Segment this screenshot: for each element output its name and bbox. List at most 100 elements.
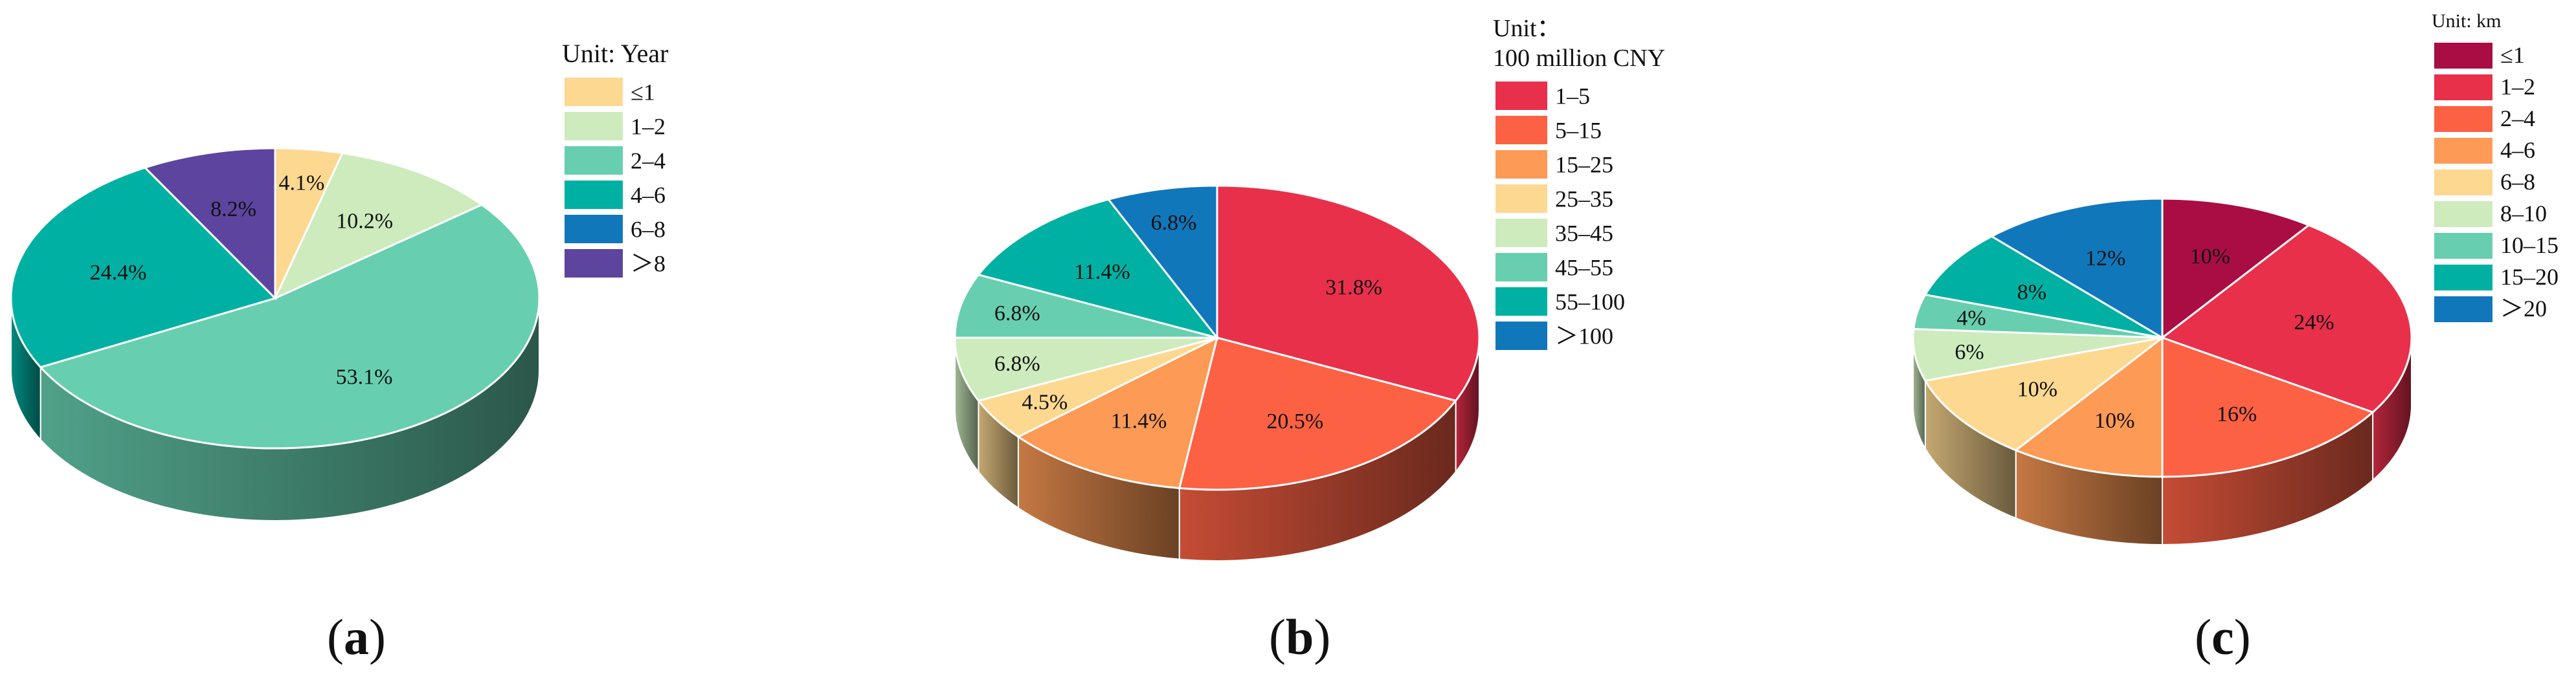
legend-swatch-0 [2434, 43, 2492, 69]
legend-label-5: ＞8 [631, 250, 666, 276]
pie-slice-5 [143, 147, 276, 301]
pie-data-labels: 10% 24% 16% 10% 10% 6% 4% 8% 12% [1954, 245, 2334, 433]
legend-swatch-2 [2434, 106, 2492, 132]
pie-slice-1 [273, 152, 484, 301]
data-label-7: 6.8% [1151, 211, 1197, 235]
pie-slice-4 [1923, 336, 2163, 452]
pie-slice-2 [1016, 336, 1219, 490]
legend-label-3: 4–6 [631, 182, 666, 208]
pie-slice-2 [38, 203, 541, 450]
legend-label-5: 45–55 [1555, 254, 1613, 280]
legend-title: Unit： [1493, 15, 1562, 42]
pie-slice-4 [954, 336, 1218, 402]
legend-label-6: 55–100 [1555, 289, 1625, 314]
legend-label-7: ＞100 [1555, 323, 1613, 349]
pie-data-labels: 31.8% 20.5% 11.4% 4.5% 6.8% 6.8% 11.4% 6.8% [994, 211, 1382, 433]
data-label-5: 6.8% [994, 301, 1040, 325]
legend-swatch-2 [565, 146, 623, 175]
pie-slice-5 [954, 273, 1218, 339]
data-label-3: 10% [2094, 409, 2134, 433]
legend-label-1: 5–15 [1555, 117, 1602, 143]
data-label-7: 8% [2017, 281, 2046, 305]
legend-label-3: 25–35 [1555, 186, 1613, 212]
legend-label-2: 2–4 [2500, 105, 2535, 131]
data-label-4: 10% [2017, 377, 2057, 401]
data-label-0: 10% [2190, 245, 2230, 268]
legend-title: 100 million CNY [1493, 45, 1665, 72]
legend-swatch-4 [1495, 219, 1547, 247]
data-label-0: 31.8% [1325, 276, 1382, 300]
legend-label-0: ≤1 [631, 79, 655, 105]
legend-swatch-3 [2434, 138, 2492, 164]
legend-swatch-1 [2434, 74, 2492, 100]
legend-swatch-3 [565, 180, 623, 209]
legend-swatch-5 [2434, 201, 2492, 227]
legend-swatch-6 [1495, 287, 1547, 316]
legend-swatch-8 [2434, 296, 2492, 322]
legend-swatch-4 [2434, 170, 2492, 195]
legend-label-1: 1–2 [631, 113, 666, 139]
legend-label-8: ＞20 [2500, 296, 2547, 322]
pie-slice-3 [2013, 335, 2164, 478]
legend-swatch-7 [1495, 322, 1547, 350]
pie-top [1912, 197, 2413, 478]
legend-swatch-1 [565, 112, 623, 140]
legend: Unit: Year ≤1 1–2 2–4 4–6 6–8 ＞8 [562, 39, 668, 278]
data-label-1: 24% [2294, 311, 2334, 334]
pie-data-labels: 4.1% 10.2% 53.1% 24.4% 8.2% [90, 171, 394, 389]
data-label-2: 53.1% [336, 366, 393, 389]
data-label-4: 6.8% [994, 352, 1040, 376]
pie-top [954, 184, 1481, 491]
legend-label-5: 8–10 [2500, 201, 2547, 226]
pie-slice-1 [2160, 224, 2413, 413]
data-label-8: 12% [2085, 246, 2125, 270]
legend-label-3: 4–6 [2500, 137, 2535, 163]
legend-label-6: 10–15 [2500, 232, 2559, 258]
panel-label-b: (b) [1269, 609, 1331, 665]
pie-slice-7 [1923, 235, 2163, 339]
legend: Unit: km ≤1 1–2 2–4 4–6 6–8 8–10 10–15 15–20 ＞20 [2432, 10, 2559, 322]
legend-label-0: ≤1 [2500, 42, 2525, 68]
pie-chart-a: 4.1% 10.2% 53.1% 24.4% 8.2% Unit: Year ≤1 1–2 2–… [10, 39, 668, 521]
legend: Unit： 100 million CNY 1–5 5–15 15–25 25–35 35–… [1493, 15, 1665, 350]
pie-slice-0 [2161, 197, 2311, 340]
pie-top [10, 147, 541, 450]
legend-swatch-7 [2434, 265, 2492, 290]
legend-swatch-5 [1495, 253, 1547, 281]
legend-title: Unit: Year [562, 39, 668, 68]
pie-slice-3 [10, 166, 277, 369]
legend-swatch-2 [1495, 150, 1547, 179]
legend-swatch-0 [565, 78, 623, 106]
pie-slice-1 [1178, 336, 1458, 491]
data-label-3: 24.4% [90, 261, 147, 285]
legend-swatch-5 [565, 249, 623, 278]
data-label-0: 4.1% [278, 171, 324, 195]
pie-chart-c: 10% 24% 16% 10% 10% 6% 4% 8% 12% Unit: km ≤1 1–2 2–4… [1912, 10, 2559, 546]
legend-label-4: 6–8 [631, 216, 666, 242]
pie-chart-b: 31.8% 20.5% 11.4% 4.5% 6.8% 6.8% 11.4% 6.8% Unit… [954, 15, 1665, 562]
data-label-1: 10.2% [336, 210, 393, 234]
legend-swatch-4 [565, 215, 623, 243]
legend-swatch-1 [1495, 116, 1547, 144]
legend-swatch-0 [1495, 82, 1547, 110]
data-label-5: 8.2% [210, 197, 256, 221]
data-label-2: 11.4% [1111, 410, 1167, 433]
legend-label-0: 1–5 [1555, 83, 1590, 109]
legend-title: Unit: km [2432, 10, 2502, 32]
legend-label-2: 15–25 [1555, 151, 1613, 177]
data-label-2: 16% [2217, 402, 2257, 426]
legend-label-7: 15–20 [2500, 264, 2559, 290]
data-label-1: 20.5% [1266, 410, 1323, 433]
pie-slice-5 [1912, 327, 2163, 382]
data-label-3: 4.5% [1022, 391, 1068, 415]
legend-swatch-3 [1495, 184, 1547, 213]
pie-slice-6 [976, 198, 1220, 340]
legend-label-2: 2–4 [631, 148, 666, 173]
legend-swatch-6 [2434, 233, 2492, 259]
panel-label-a: (a) [327, 609, 386, 665]
data-label-6: 4% [1956, 307, 1986, 331]
pie-slice-2 [2161, 336, 2375, 478]
legend-label-4: 6–8 [2500, 169, 2535, 195]
data-label-6: 11.4% [1074, 260, 1130, 284]
